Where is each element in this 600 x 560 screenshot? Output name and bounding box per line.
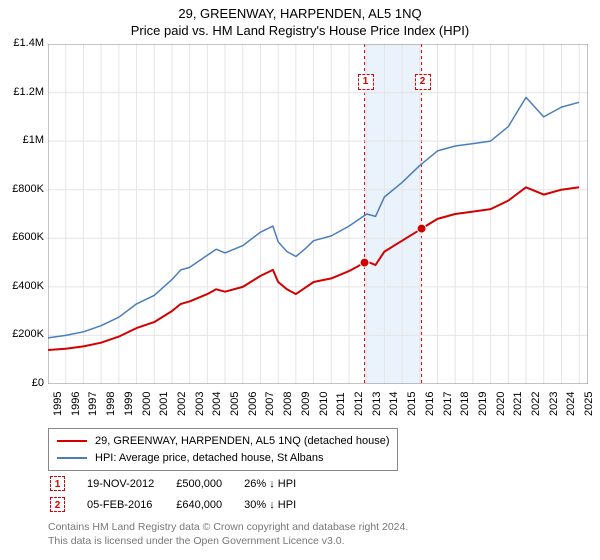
x-tick-label: 2000 — [141, 392, 153, 416]
x-tick-label: 1996 — [70, 392, 82, 416]
table-row: 2 05-FEB-2016 £640,000 30% ↓ HPI — [50, 495, 316, 514]
sale-marker-icon: 2 — [50, 497, 65, 512]
y-tick-label: £400K — [0, 280, 44, 292]
x-tick-label: 2009 — [300, 392, 312, 416]
sale-callout-icon: 1 — [358, 74, 374, 90]
x-tick-label: 2024 — [565, 392, 577, 416]
x-tick-label: 2014 — [388, 392, 400, 416]
y-tick-label: £1.4M — [0, 37, 44, 49]
x-tick-label: 2020 — [495, 392, 507, 416]
sale-delta: 30% ↓ HPI — [244, 495, 316, 514]
x-tick-label: 2016 — [424, 392, 436, 416]
chart-title: 29, GREENWAY, HARPENDEN, AL5 1NQ — [0, 0, 600, 21]
x-tick-label: 2025 — [583, 392, 595, 416]
y-tick-label: £0 — [0, 377, 44, 389]
y-tick-label: £1M — [0, 134, 44, 146]
x-tick-label: 2011 — [335, 392, 347, 416]
legend-label: 29, GREENWAY, HARPENDEN, AL5 1NQ (detach… — [95, 433, 389, 450]
y-tick-label: £1.2M — [0, 86, 44, 98]
x-tick-label: 1998 — [105, 392, 117, 416]
y-tick-label: £600K — [0, 231, 44, 243]
sale-date: 05-FEB-2016 — [87, 495, 174, 514]
footer-line: Contains HM Land Registry data © Crown c… — [48, 520, 408, 534]
x-tick-label: 2007 — [264, 392, 276, 416]
footer-line: This data is licensed under the Open Gov… — [48, 534, 408, 548]
sale-price: £640,000 — [176, 495, 242, 514]
x-tick-label: 2004 — [211, 392, 223, 416]
legend-swatch — [57, 440, 87, 442]
sale-date: 19-NOV-2012 — [87, 474, 174, 493]
plot-area — [48, 44, 588, 384]
table-row: 1 19-NOV-2012 £500,000 26% ↓ HPI — [50, 474, 316, 493]
sale-price: £500,000 — [176, 474, 242, 493]
legend-label: HPI: Average price, detached house, St A… — [95, 450, 324, 467]
x-tick-label: 2002 — [176, 392, 188, 416]
x-tick-label: 2021 — [512, 392, 524, 416]
y-tick-label: £800K — [0, 183, 44, 195]
sale-delta: 26% ↓ HPI — [244, 474, 316, 493]
x-tick-label: 2010 — [318, 392, 330, 416]
plot-svg — [48, 44, 588, 384]
sales-table: 1 19-NOV-2012 £500,000 26% ↓ HPI 2 05-FE… — [48, 472, 318, 516]
x-tick-label: 2012 — [353, 392, 365, 416]
x-tick-label: 2006 — [247, 392, 259, 416]
chart-container: 29, GREENWAY, HARPENDEN, AL5 1NQ Price p… — [0, 0, 600, 560]
x-tick-label: 2023 — [548, 392, 560, 416]
sale-callout-icon: 2 — [415, 74, 431, 90]
x-tick-label: 2013 — [371, 392, 383, 416]
footer-attribution: Contains HM Land Registry data © Crown c… — [48, 520, 408, 548]
legend-entry: HPI: Average price, detached house, St A… — [57, 450, 389, 467]
x-tick-label: 2022 — [530, 392, 542, 416]
x-tick-label: 1997 — [87, 392, 99, 416]
sale-marker-icon: 1 — [50, 476, 65, 491]
x-tick-label: 2003 — [194, 392, 206, 416]
x-tick-label: 2018 — [459, 392, 471, 416]
x-tick-label: 2008 — [282, 392, 294, 416]
x-tick-label: 2019 — [477, 392, 489, 416]
x-tick-label: 2015 — [406, 392, 418, 416]
x-tick-label: 1995 — [52, 392, 64, 416]
chart-subtitle: Price paid vs. HM Land Registry's House … — [0, 21, 600, 38]
x-tick-label: 2001 — [158, 392, 170, 416]
legend-swatch — [57, 457, 87, 459]
x-tick-label: 2017 — [442, 392, 454, 416]
x-tick-label: 2005 — [229, 392, 241, 416]
legend: 29, GREENWAY, HARPENDEN, AL5 1NQ (detach… — [48, 428, 398, 471]
y-tick-label: £200K — [0, 328, 44, 340]
legend-entry: 29, GREENWAY, HARPENDEN, AL5 1NQ (detach… — [57, 433, 389, 450]
x-tick-label: 1999 — [123, 392, 135, 416]
